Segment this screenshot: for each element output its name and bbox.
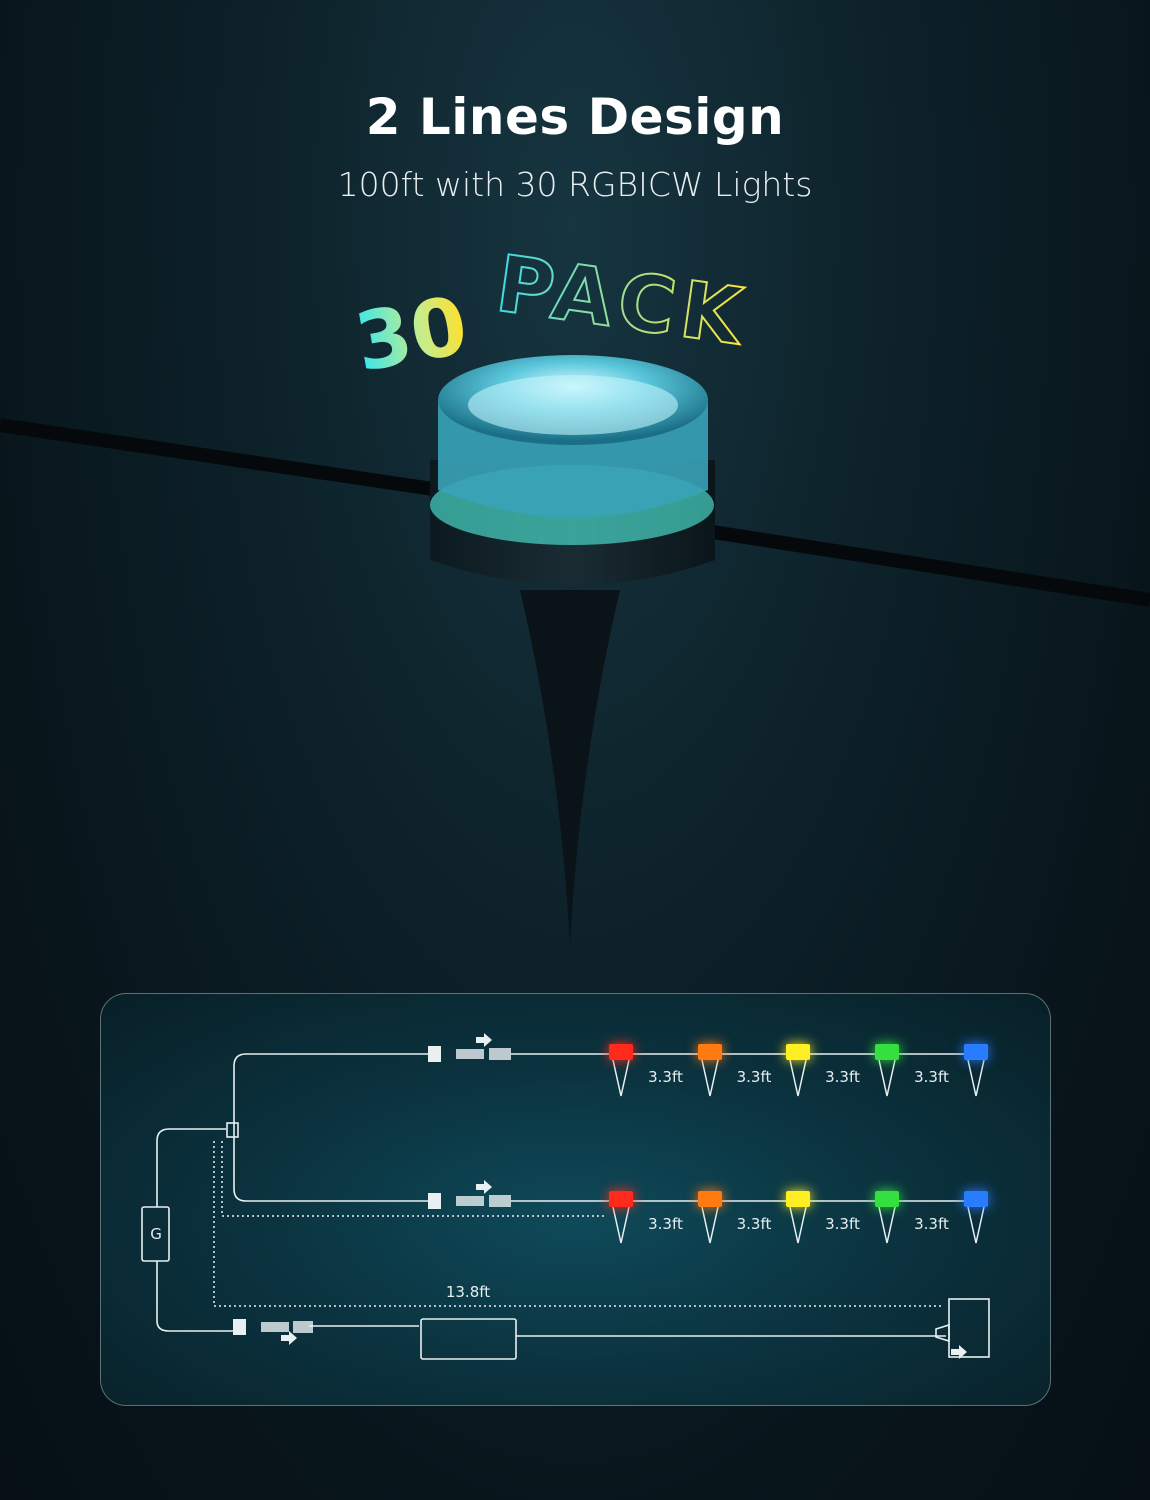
badge-number: 30	[348, 279, 474, 390]
spacing-label: 3.3ft	[737, 1215, 772, 1233]
string-light	[964, 1044, 988, 1097]
badge-word: PACK	[491, 250, 753, 364]
spacing-label: 3.3ft	[737, 1068, 772, 1086]
ground-stake	[520, 590, 620, 945]
spacing-label: 3.3ft	[825, 1068, 860, 1086]
spacing-label: 3.3ft	[648, 1068, 683, 1086]
string-light	[786, 1191, 810, 1244]
cable-left	[0, 418, 442, 497]
string-light	[609, 1191, 633, 1244]
power-adapter	[420, 1318, 517, 1360]
string-light	[698, 1044, 722, 1097]
arrow-icon	[281, 1331, 297, 1345]
page-subtitle: 100ft with 30 RGBICW Lights	[337, 165, 813, 204]
string-light	[875, 1191, 899, 1244]
spacing-label: 3.3ft	[648, 1215, 683, 1233]
controller-label: G	[150, 1225, 162, 1243]
string-light	[875, 1044, 899, 1097]
spacing-label: 3.3ft	[914, 1068, 949, 1086]
arrow-icon	[476, 1033, 492, 1047]
splitter	[226, 1122, 239, 1138]
wall-outlet	[948, 1298, 990, 1358]
cable-right	[698, 523, 1150, 607]
product-photo: 30 PACK	[0, 250, 1150, 945]
string-light	[698, 1191, 722, 1244]
page-title: 2 Lines Design	[365, 88, 785, 146]
controller-box	[141, 1206, 170, 1262]
dimension-line-power	[213, 1141, 941, 1307]
string-light	[609, 1044, 633, 1097]
wiring-diagram: G 13.8ft 3.3ft 3.3ft 3.3ft 3.3ft 3.3ft 3…	[141, 1033, 990, 1360]
power-cable-length: 13.8ft	[446, 1283, 490, 1301]
string-light	[964, 1191, 988, 1244]
arrow-icon	[951, 1345, 967, 1359]
wiring-diagram-panel: G 13.8ft 3.3ft 3.3ft 3.3ft 3.3ft 3.3ft 3…	[100, 993, 1051, 1406]
string-light	[786, 1044, 810, 1097]
spacing-label: 3.3ft	[914, 1215, 949, 1233]
arrow-icon	[476, 1180, 492, 1194]
spacing-label: 3.3ft	[825, 1215, 860, 1233]
dimension-line-branch	[221, 1141, 606, 1217]
branch-cable-top	[233, 1053, 431, 1134]
branch-cable-bottom	[233, 1134, 431, 1202]
